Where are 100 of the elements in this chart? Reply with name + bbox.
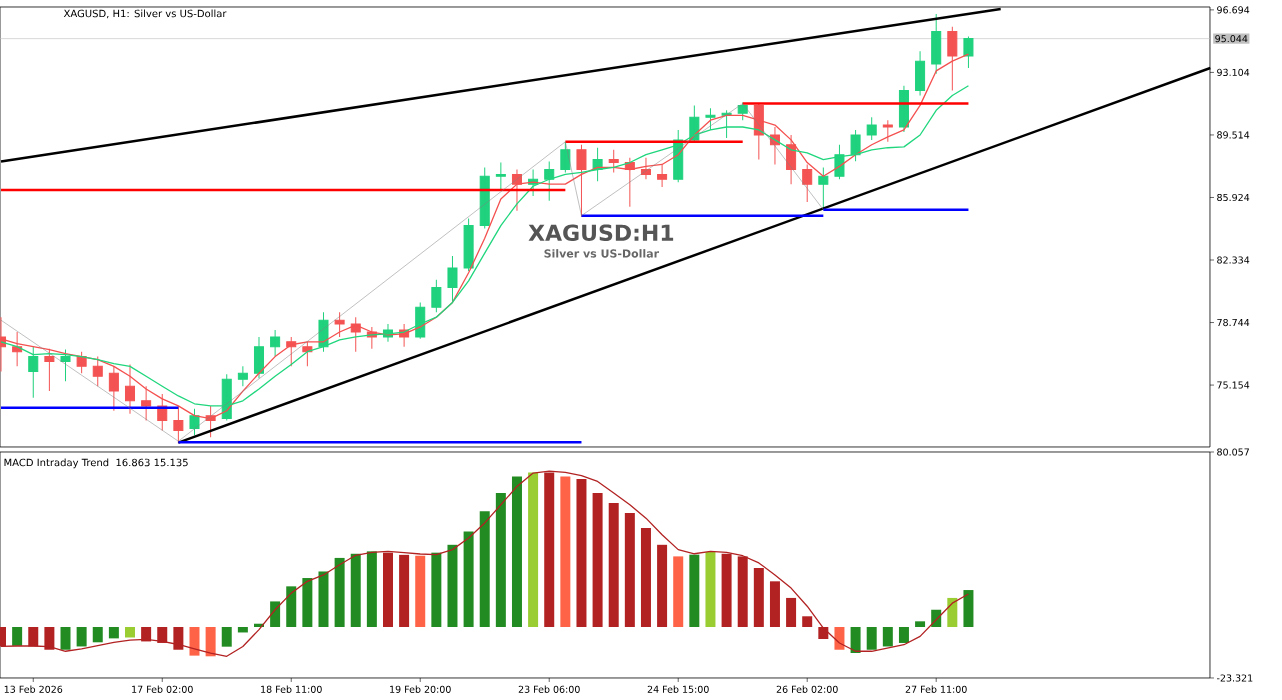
bar xyxy=(334,557,345,627)
annotation: 16.863 xyxy=(116,458,150,467)
bar xyxy=(415,555,426,627)
candlestick xyxy=(108,365,119,412)
bar xyxy=(947,597,958,627)
bar xyxy=(963,590,974,627)
candlestick xyxy=(915,50,926,96)
candlestick xyxy=(431,279,442,313)
bar xyxy=(270,601,281,627)
bar xyxy=(511,476,522,627)
bar xyxy=(125,627,135,638)
bar xyxy=(92,627,103,643)
bar xyxy=(608,503,619,627)
bar xyxy=(818,627,829,640)
x-tick-label: 13 Feb 2026 xyxy=(4,685,63,693)
candlestick xyxy=(495,162,506,190)
candlestick xyxy=(802,163,813,203)
candlestick xyxy=(302,341,313,367)
bar xyxy=(173,627,184,650)
candlestick xyxy=(689,104,700,143)
bar xyxy=(915,621,926,627)
bar xyxy=(657,544,668,627)
candlestick xyxy=(60,349,71,382)
candlestick xyxy=(12,331,23,367)
bar xyxy=(189,627,200,656)
bar xyxy=(350,553,361,627)
bar xyxy=(689,554,700,627)
chart-title: XAGUSD, H1: Silver vs US-Dollar xyxy=(63,9,227,19)
bar xyxy=(737,556,748,627)
annotation: 15.135 xyxy=(154,458,188,467)
x-tick-label: 19 Feb 20:00 xyxy=(390,685,451,693)
bar xyxy=(108,627,119,639)
bar xyxy=(721,553,732,627)
candlestick xyxy=(705,107,716,131)
bar xyxy=(495,492,506,627)
text: MACD Intraday Trend xyxy=(4,458,109,469)
bar xyxy=(705,552,716,627)
candlestick xyxy=(92,356,103,387)
bar xyxy=(850,627,861,654)
y-tick-label: 75.154 xyxy=(1217,381,1250,389)
candlestick xyxy=(237,365,248,387)
bar xyxy=(382,552,393,627)
bar xyxy=(221,627,232,647)
bar xyxy=(479,511,490,627)
candlestick xyxy=(286,336,297,367)
annotation: XAGUSD:H1 xyxy=(528,224,674,242)
bar xyxy=(12,627,23,646)
bar xyxy=(576,479,587,627)
candlestick xyxy=(270,329,281,358)
y-tick-label: 82.334 xyxy=(1217,256,1250,264)
bar xyxy=(302,578,313,627)
bar xyxy=(560,476,571,627)
x-tick-label: 17 Feb 02:00 xyxy=(132,685,193,693)
bar xyxy=(834,627,845,650)
ref-line-label: 95.044 xyxy=(1215,35,1248,43)
candlestick xyxy=(544,160,555,202)
candlestick xyxy=(963,35,974,69)
bar xyxy=(157,627,168,643)
x-tick-label: 26 Feb 02:00 xyxy=(776,685,838,693)
bar xyxy=(447,544,458,627)
x-tick-label: 18 Feb 11:00 xyxy=(261,685,322,693)
x-tick-label: 27 Feb 11:00 xyxy=(905,685,967,693)
candlestick xyxy=(608,149,619,173)
bar xyxy=(882,627,893,647)
bar xyxy=(28,627,39,647)
candlestick xyxy=(931,13,942,75)
candlestick xyxy=(334,311,345,338)
bar xyxy=(76,627,87,647)
bar xyxy=(431,552,442,627)
y-tick-label: 78.744 xyxy=(1217,318,1250,327)
bar xyxy=(60,627,71,650)
y-tick-label: 85.924 xyxy=(1217,193,1250,202)
bar xyxy=(44,627,55,650)
bar xyxy=(205,627,216,657)
bar xyxy=(318,571,329,627)
x-tick-label: 23 Feb 06:00 xyxy=(518,685,580,693)
bar xyxy=(898,627,909,643)
bar xyxy=(786,597,797,627)
bar xyxy=(640,527,651,627)
y-tick-label: -23.321 xyxy=(1216,674,1253,682)
bar xyxy=(624,513,635,627)
bar xyxy=(753,567,764,627)
candlestick xyxy=(124,363,136,415)
candlestick xyxy=(318,311,329,353)
candlestick xyxy=(44,348,55,392)
candlestick xyxy=(624,157,635,208)
candlestick xyxy=(882,119,893,143)
candlestick xyxy=(463,218,474,272)
candlestick xyxy=(592,147,603,182)
bar xyxy=(769,581,780,627)
candlestick xyxy=(834,144,845,180)
bar xyxy=(528,472,539,627)
line-series xyxy=(0,103,824,442)
y-tick-label: 96.694 xyxy=(1217,6,1250,14)
bar xyxy=(463,531,474,627)
candlestick xyxy=(76,351,87,374)
bar xyxy=(399,554,410,627)
candlestick xyxy=(189,408,200,436)
bar xyxy=(866,627,877,650)
candlestick xyxy=(28,346,39,399)
